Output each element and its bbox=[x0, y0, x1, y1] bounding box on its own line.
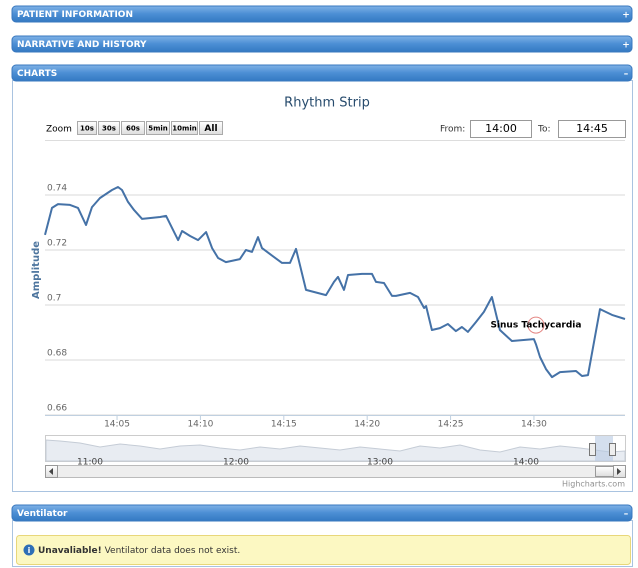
zoom-label: Zoom bbox=[46, 125, 72, 135]
y-tick-label: 0.74 bbox=[47, 184, 67, 194]
to-label: To: bbox=[537, 125, 551, 135]
y-tick-label: 0.68 bbox=[47, 349, 67, 359]
navigator-label: 14:00 bbox=[513, 458, 539, 468]
from-label: From: bbox=[440, 125, 465, 135]
zoom-button[interactable] bbox=[98, 121, 120, 135]
panel-toggle[interactable]: – bbox=[624, 510, 629, 520]
y-tick-label: 0.72 bbox=[47, 239, 67, 249]
alert-strong: Unavaliable! bbox=[38, 546, 102, 556]
x-tick-label: 14:25 bbox=[438, 420, 464, 430]
x-tick-label: 14:20 bbox=[354, 420, 380, 430]
annotation-label: Sinus Tachycardia bbox=[490, 321, 581, 331]
panel-title: Ventilator bbox=[17, 509, 68, 519]
panel-toggle[interactable]: – bbox=[624, 70, 629, 80]
alert-box bbox=[16, 535, 631, 565]
series-line bbox=[44, 186, 626, 379]
chart-title: Rhythm Strip bbox=[284, 96, 370, 111]
y-tick-label: 0.66 bbox=[47, 404, 67, 414]
zoom-button-label: 30s bbox=[102, 125, 116, 133]
panel-header[interactable] bbox=[11, 5, 633, 23]
to-input[interactable] bbox=[558, 120, 626, 138]
x-tick-label: 14:10 bbox=[187, 420, 213, 430]
zoom-button-label: 10min bbox=[172, 125, 196, 133]
navigator-handle[interactable] bbox=[589, 443, 596, 456]
navigator-label: 12:00 bbox=[223, 458, 249, 468]
panel-title: NARRATIVE AND HISTORY bbox=[17, 40, 147, 50]
zoom-button[interactable] bbox=[199, 121, 223, 135]
y-axis-title: Amplitude bbox=[31, 241, 42, 299]
zoom-button-label: 60s bbox=[126, 125, 140, 133]
credit: Highcharts.com bbox=[562, 480, 625, 489]
x-tick-label: 14:15 bbox=[271, 420, 297, 430]
panel-title: PATIENT INFORMATION bbox=[17, 10, 133, 20]
panel-header[interactable] bbox=[11, 504, 633, 522]
from-value: 14:00 bbox=[485, 122, 517, 135]
info-icon-glyph: i bbox=[28, 546, 31, 555]
alert-text: Unavaliable! Ventilator data does not ex… bbox=[38, 546, 240, 556]
from-input[interactable] bbox=[470, 120, 532, 138]
panel-toggle[interactable]: + bbox=[622, 11, 630, 21]
panel-header[interactable] bbox=[11, 35, 633, 53]
charts-panel-body bbox=[12, 80, 633, 492]
alert-message: Ventilator data does not exist. bbox=[105, 546, 241, 556]
scroll-thumb[interactable] bbox=[595, 466, 614, 477]
navigator-series bbox=[45, 439, 626, 462]
x-tick-label: 14:30 bbox=[521, 420, 547, 430]
scroll-left-arrow bbox=[49, 468, 53, 475]
annotation-marker bbox=[527, 316, 545, 334]
x-tick-label: 14:05 bbox=[104, 420, 130, 430]
to-value: 14:45 bbox=[576, 122, 608, 135]
navigator-label: 11:00 bbox=[77, 458, 103, 468]
zoom-button-label: 10s bbox=[80, 125, 94, 133]
navigator-window[interactable] bbox=[595, 436, 613, 461]
zoom-button[interactable] bbox=[171, 121, 198, 135]
zoom-button-label: 5min bbox=[148, 125, 168, 133]
navigator-handle[interactable] bbox=[609, 443, 616, 456]
zoom-button[interactable] bbox=[121, 121, 145, 135]
panel-title: CHARTS bbox=[17, 69, 57, 79]
navigator-label: 13:00 bbox=[367, 458, 393, 468]
info-icon bbox=[23, 544, 35, 556]
y-tick-label: 0.7 bbox=[47, 294, 61, 304]
panel-header[interactable] bbox=[11, 64, 633, 82]
panel-toggle[interactable]: + bbox=[622, 41, 630, 51]
zoom-button[interactable] bbox=[146, 121, 170, 135]
scroll-right-arrow bbox=[617, 468, 621, 475]
zoom-button-label: All bbox=[204, 124, 217, 134]
zoom-button[interactable] bbox=[77, 121, 97, 135]
